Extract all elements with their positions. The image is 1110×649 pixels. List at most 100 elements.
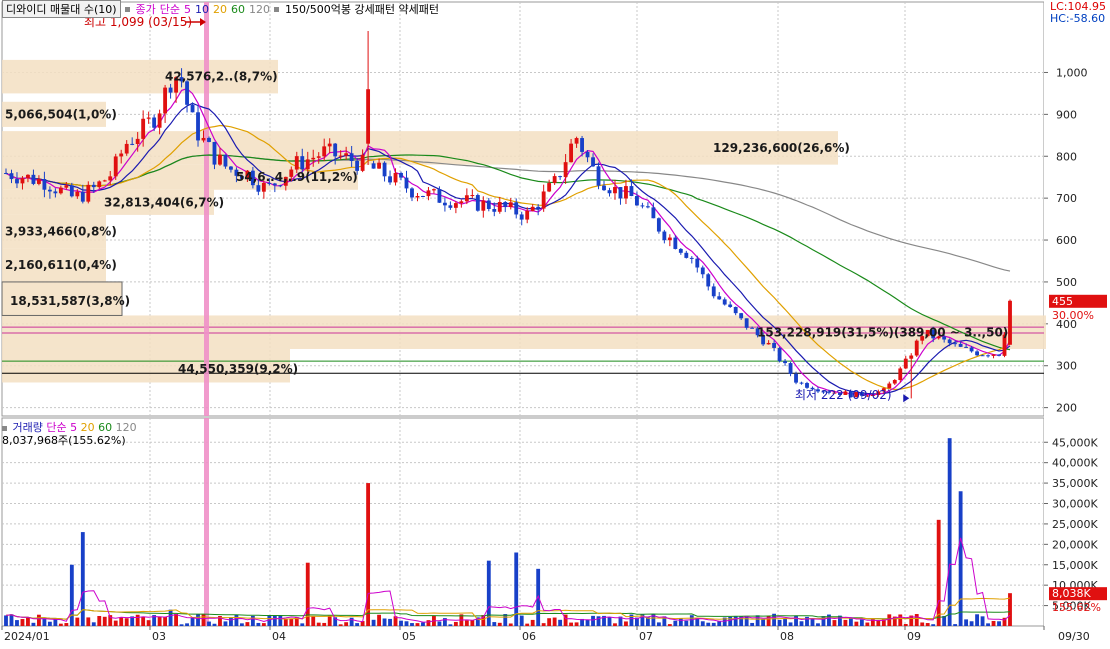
candle-body xyxy=(404,177,409,189)
candle-body xyxy=(212,141,217,165)
volume-bar xyxy=(377,614,381,626)
volume-bar xyxy=(816,623,820,626)
volume-bar xyxy=(267,615,272,626)
candle-body xyxy=(196,112,200,141)
candle-body xyxy=(969,347,974,352)
x-tick-label: 09 xyxy=(907,630,921,643)
candle-body xyxy=(892,380,897,384)
x-tick-label: 05 xyxy=(402,630,416,643)
volume-bar xyxy=(201,613,206,626)
candle-body xyxy=(651,207,656,219)
volume-bar xyxy=(481,615,486,626)
candle-body xyxy=(574,138,579,144)
volume-bar xyxy=(766,615,771,626)
candle-body xyxy=(508,202,513,208)
volume-bar xyxy=(722,617,727,626)
volume-bar xyxy=(975,614,980,626)
volume-bar xyxy=(410,623,414,626)
volume-bar xyxy=(20,619,25,626)
volume-bar xyxy=(772,613,777,626)
candle-body xyxy=(53,191,58,194)
candle-body xyxy=(645,206,650,208)
candle-body xyxy=(316,156,321,158)
candle-body xyxy=(700,267,705,275)
volume-profile-label: 32,813,404(6,7%) xyxy=(104,195,224,209)
legend-marker-icon xyxy=(2,426,7,431)
candle-body xyxy=(585,151,590,158)
ma-line-10 xyxy=(5,102,1011,395)
volume-bar xyxy=(711,622,716,626)
volume-bar xyxy=(547,618,552,626)
candle-body xyxy=(656,218,661,232)
volume-profile-bar xyxy=(2,101,106,127)
volume-bar xyxy=(245,622,250,626)
price-tick-label: 700 xyxy=(1056,192,1077,205)
volume-bar xyxy=(64,623,69,626)
legend-marker-icon xyxy=(274,6,280,12)
volume-bar xyxy=(865,622,870,626)
volume-bar xyxy=(640,614,645,626)
volume-panel-border xyxy=(1,417,1045,627)
x-tick-label: 08 xyxy=(780,630,794,643)
ma-line-5 xyxy=(5,88,1011,396)
volume-bar xyxy=(870,619,875,626)
volume-bar xyxy=(53,619,58,626)
candle-body xyxy=(986,355,990,357)
stock-name-label[interactable]: 디와이디 매물대 수(10) xyxy=(2,0,121,18)
volume-bar xyxy=(442,618,447,626)
volume-bar xyxy=(602,615,606,626)
volume-tick-label: 25,000K xyxy=(1052,518,1098,531)
candle-body xyxy=(530,206,535,211)
volume-bar xyxy=(102,616,107,626)
volume-bar xyxy=(311,616,316,626)
volume-bar xyxy=(733,616,738,626)
volume-bar xyxy=(97,615,102,626)
candle-body xyxy=(909,355,914,359)
volume-profile-bar xyxy=(2,248,106,282)
high-arrow-head xyxy=(200,18,206,26)
candle-body xyxy=(783,361,787,364)
lc-value: LC:104.95 xyxy=(1049,0,1106,13)
candle-body xyxy=(854,392,859,398)
candle-body xyxy=(624,186,628,199)
volume-bar xyxy=(58,623,63,626)
volume-bar xyxy=(739,616,744,626)
candle-body xyxy=(250,170,255,186)
current-volume-value: 8,038K xyxy=(1052,587,1091,600)
low-arrow-head xyxy=(903,394,910,403)
candle-body xyxy=(223,154,228,167)
candle-body xyxy=(1008,300,1012,345)
candle-body xyxy=(755,328,760,336)
candle-body xyxy=(47,189,52,192)
candle-body xyxy=(229,166,233,170)
volume-bar xyxy=(810,618,815,626)
candle-body xyxy=(58,187,63,194)
volume-tick-label: 40,000K xyxy=(1052,457,1098,470)
volume-bar xyxy=(569,622,574,626)
volume-bar xyxy=(536,568,541,626)
volume-profile-bar xyxy=(2,315,1046,349)
candle-body xyxy=(838,392,842,395)
volume-bar xyxy=(42,618,47,626)
volume-bar xyxy=(289,618,294,626)
event-marker xyxy=(204,418,209,626)
volume-bar xyxy=(936,519,941,626)
volume-bar xyxy=(635,617,639,626)
volume-bar xyxy=(843,619,848,626)
ma-line-20 xyxy=(5,124,1011,391)
volume-bar xyxy=(349,617,354,626)
volume-bar xyxy=(75,617,80,626)
candle-body xyxy=(152,117,157,128)
volume-bar xyxy=(508,623,513,626)
volume-bar xyxy=(991,620,996,626)
candle-body xyxy=(349,153,354,162)
volume-bar xyxy=(755,615,760,626)
candle-body xyxy=(563,162,568,178)
volume-bar xyxy=(947,438,952,626)
volume-bar xyxy=(717,621,722,626)
candle-body xyxy=(733,306,738,314)
candle-body xyxy=(102,180,107,182)
volume-bar xyxy=(881,619,886,626)
volume-bar xyxy=(124,618,129,626)
candle-body xyxy=(327,143,332,147)
